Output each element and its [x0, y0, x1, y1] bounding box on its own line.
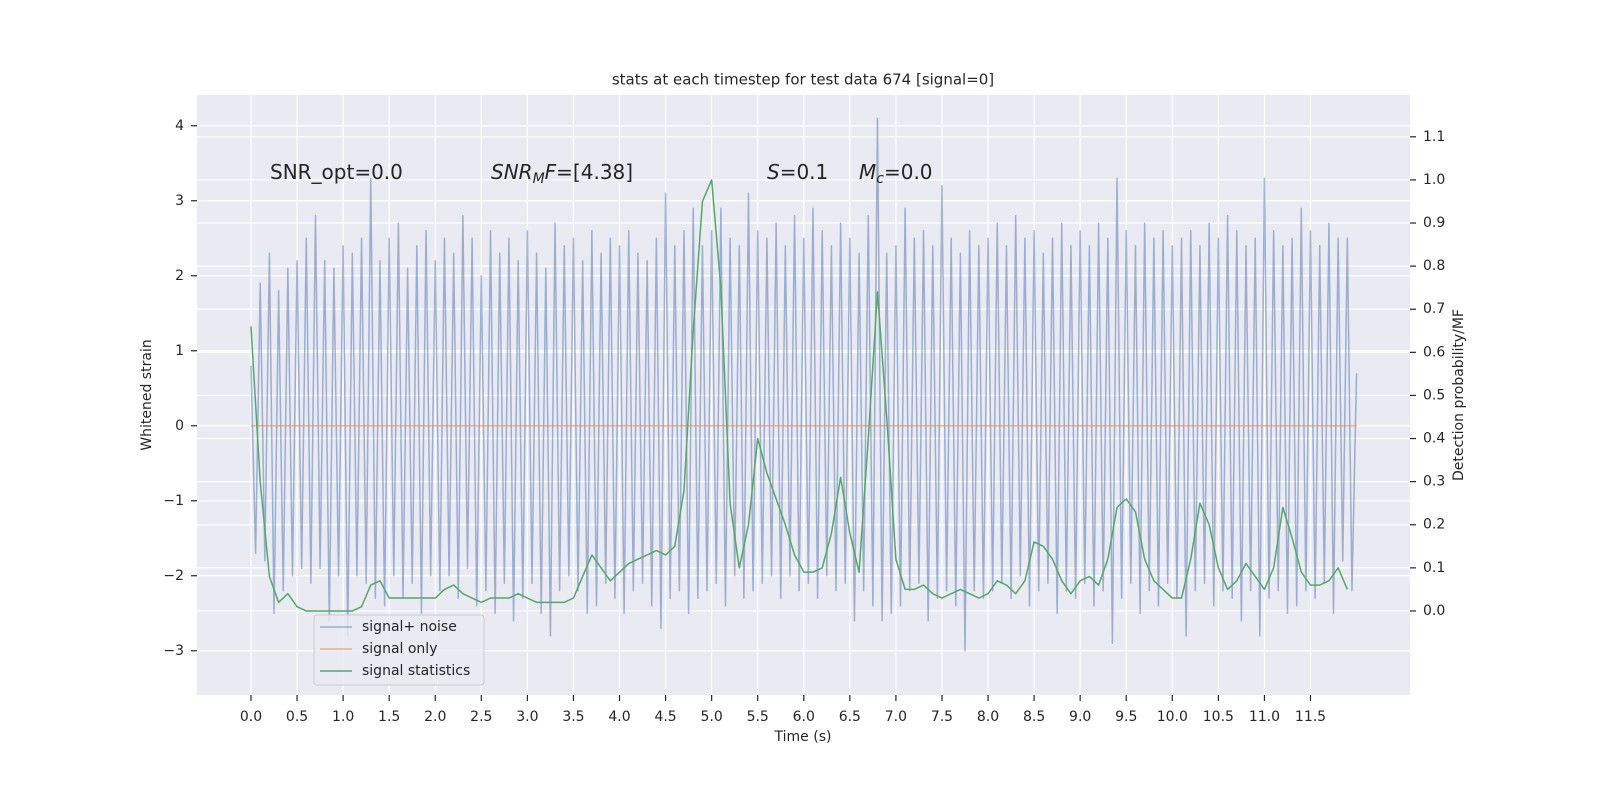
y2-tick-label: 0.1: [1423, 560, 1445, 576]
y-tick-label: −2: [163, 568, 184, 584]
x-tick-label: 3.5: [562, 709, 584, 725]
y-tick-label: 3: [175, 193, 184, 209]
annotation-part: SNR: [491, 160, 533, 184]
annotation-part: SNR_opt=0.0: [270, 160, 403, 184]
annotation-part: F: [545, 160, 557, 184]
x-tick-label: 2.5: [470, 709, 492, 725]
x-tick-label: 6.5: [839, 709, 861, 725]
y-tick-label: 0: [175, 418, 184, 434]
x-tick-label: 1.0: [332, 709, 354, 725]
grid: [197, 95, 1410, 695]
annotation: SNRMF=[4.38]: [491, 160, 633, 188]
axes: 0.0 0.5 1.0 1.5 2.0 2.5 3.0 3.5 4.0 4.5 5.0 5.5 6.0 6…: [163, 118, 1445, 725]
annotation-part: c: [876, 171, 884, 187]
y2-tick-label: 0.3: [1423, 474, 1445, 490]
x-tick-label: 5.0: [701, 709, 723, 725]
x-tick-label: 5.5: [747, 709, 769, 725]
y-tick-label: 4: [175, 118, 184, 134]
y2-tick-label: 0.8: [1423, 258, 1445, 274]
x-tick-label: 7.5: [931, 709, 953, 725]
y2-tick-label: 0.6: [1423, 344, 1445, 360]
legend-label: signal+ noise: [362, 619, 457, 635]
annotation: Mc=0.0: [859, 160, 933, 188]
y2-tick-label: 0.9: [1423, 215, 1445, 231]
x-tick-label: 9.0: [1069, 709, 1091, 725]
legend-label: signal only: [362, 641, 437, 657]
x-tick-label: 8.5: [1023, 709, 1045, 725]
annotation-part: M: [859, 160, 876, 184]
y2-tick-label: 0.4: [1423, 431, 1445, 447]
legend-label: signal statistics: [362, 663, 470, 679]
y2-tick-label: 0.0: [1423, 603, 1445, 619]
chart-title: stats at each timestep for test data 674…: [612, 71, 994, 89]
x-tick-label: 0.5: [286, 709, 308, 725]
y2-tick-label: 0.7: [1423, 301, 1445, 317]
marks: SNR_opt=0.0 SNRMF=[4.38] S=0.1 Mc=0.0: [250, 117, 1358, 652]
x-tick-label: 9.5: [1115, 709, 1137, 725]
series-line: [250, 179, 1349, 612]
legend: signal+ noise signal only signal statistic…: [313, 614, 485, 686]
annotation-part: =[4.38]: [556, 160, 633, 184]
x-tick-label: 6.0: [793, 709, 815, 725]
y-tick-label: −3: [163, 643, 184, 659]
x-tick-label: 10.0: [1157, 709, 1188, 725]
x-tick-label: 2.0: [424, 709, 446, 725]
y2-axis-label: Detection probability/MF: [1451, 309, 1467, 481]
x-tick-label: 4.0: [608, 709, 630, 725]
x-tick-label: 4.5: [654, 709, 676, 725]
y-tick-label: −1: [163, 493, 184, 509]
x-tick-label: 10.5: [1203, 709, 1234, 725]
annotation: S=0.1: [767, 160, 828, 184]
x-tick-label: 7.0: [885, 709, 907, 725]
x-tick-label: 3.0: [516, 709, 538, 725]
legend-box: [313, 614, 485, 686]
annotation-part: S: [767, 160, 780, 184]
x-tick-label: 0.0: [240, 709, 262, 725]
y2-tick-label: 0.5: [1423, 387, 1445, 403]
y2-tick-label: 1.0: [1423, 172, 1445, 188]
annotation-part: M: [533, 171, 545, 187]
annotation: SNR_opt=0.0: [270, 160, 403, 184]
y-axis-label: Whitened strain: [139, 339, 155, 450]
annotation-part: =0.1: [780, 160, 829, 184]
x-tick-label: 11.5: [1295, 709, 1326, 725]
y-tick-label: 1: [175, 343, 184, 359]
annotation-part: =0.0: [884, 160, 933, 184]
x-tick-label: 1.5: [378, 709, 400, 725]
y-tick-label: 2: [175, 268, 184, 284]
x-axis-label: Time (s): [774, 729, 832, 745]
x-tick-label: 11.0: [1249, 709, 1280, 725]
x-tick-label: 8.0: [977, 709, 999, 725]
y2-tick-label: 1.1: [1423, 129, 1445, 145]
y2-tick-label: 0.2: [1423, 517, 1445, 533]
series-line: [250, 117, 1358, 652]
